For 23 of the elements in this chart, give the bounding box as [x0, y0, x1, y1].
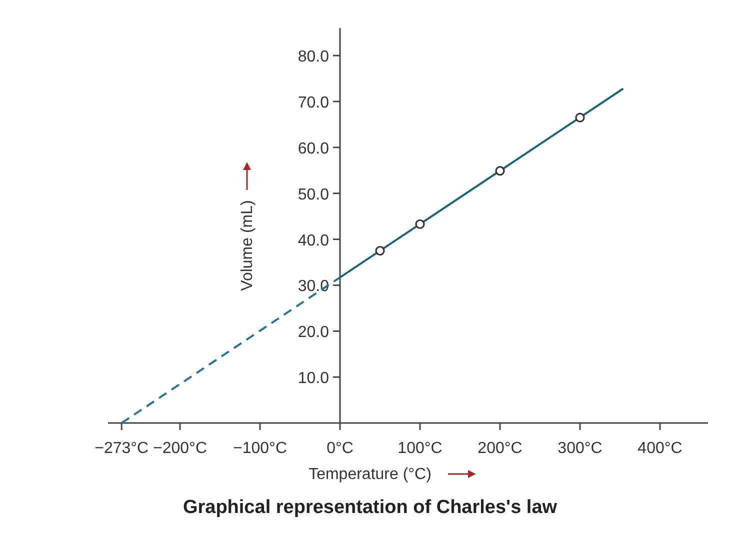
y-tick-label: 80.0: [298, 48, 330, 66]
y-tick-label: 30.0: [298, 278, 330, 296]
y-tick-label: 50.0: [298, 186, 330, 204]
point: [415, 219, 425, 229]
x-tick-label: 0°C: [326, 440, 354, 457]
y-tick-label: 10.0: [298, 370, 330, 388]
y-tick-label: 60.0: [298, 140, 330, 158]
point: [575, 112, 585, 122]
text: Graphical representation of Charles's law: [182, 497, 558, 518]
point: [375, 246, 385, 256]
x-tick-label: 400°C: [638, 440, 682, 457]
y-tick-label: 20.0: [298, 324, 330, 342]
x-tick-label: −200°C: [153, 440, 207, 457]
x-axis-title: Temperature (°C): [308, 466, 432, 483]
x-tick-label: −273°C: [94, 440, 149, 457]
y-axis-title: Volume (mL): [239, 200, 256, 291]
y-tick-label: 70.0: [298, 94, 330, 112]
x-tick-label: −100°C: [233, 440, 287, 457]
point: [495, 166, 505, 176]
x-tick-label: 200°C: [478, 440, 522, 457]
y-tick-label: 40.0: [298, 232, 330, 250]
x-tick-label: 100°C: [398, 440, 442, 457]
x-tick-label: 300°C: [558, 440, 602, 457]
